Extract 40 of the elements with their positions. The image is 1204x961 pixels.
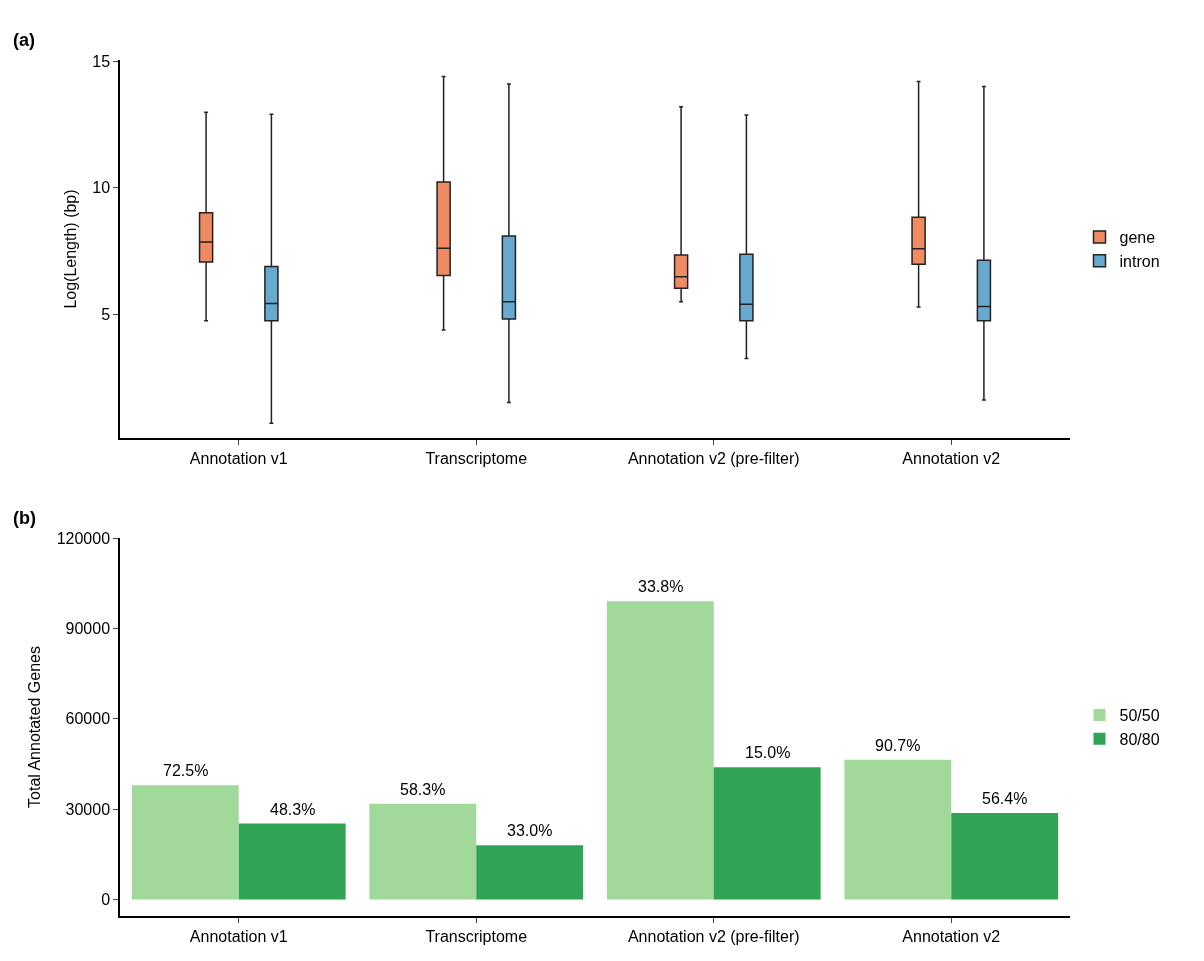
x-tick-label: Annotation v1: [189, 927, 288, 945]
x-tick-label: Transcriptome: [425, 927, 528, 945]
bar: [606, 601, 714, 900]
text: (b): [13, 508, 36, 528]
bar: [131, 785, 239, 900]
y-tick-label: 120000: [56, 529, 111, 547]
annotation: 33.8%: [638, 578, 684, 595]
legend-label: 80/80: [1119, 730, 1160, 748]
y-tick-label: 15: [92, 52, 111, 70]
y-axis-title: Total Annotated Genes: [26, 646, 44, 808]
y-axis-title: Log(Length) (bp): [61, 189, 79, 309]
y-tick-label: 0: [101, 891, 111, 909]
legend-label: intron: [1119, 252, 1160, 270]
annotation: 33.0%: [507, 822, 553, 839]
annotation: 58.3%: [400, 781, 446, 798]
annotation: 48.3%: [270, 801, 316, 818]
y-tick-label: 60000: [65, 710, 111, 728]
y-tick-label: 5: [101, 305, 111, 323]
legend-label: gene: [1119, 229, 1156, 247]
x-tick-label: Transcriptome: [425, 449, 528, 467]
bar: [951, 812, 1059, 900]
x-tick-label: Annotation v2 (pre-filter): [627, 449, 800, 467]
y-tick-label: 90000: [65, 619, 111, 637]
y-tick-label: 30000: [65, 800, 111, 818]
annotation: 56.4%: [982, 790, 1028, 807]
bar: [476, 845, 584, 900]
annotation: 90.7%: [875, 737, 921, 754]
text: (a): [13, 30, 35, 50]
legend-label: 50/50: [1119, 707, 1160, 725]
annotation: 15.0%: [745, 744, 791, 761]
x-tick-label: Annotation v1: [189, 449, 288, 467]
bar: [238, 823, 346, 900]
annotation: 72.5%: [163, 762, 209, 779]
bar: [713, 767, 821, 900]
x-tick-label: Annotation v2: [902, 927, 1001, 945]
bar: [844, 759, 952, 900]
x-tick-label: Annotation v2 (pre-filter): [627, 927, 800, 945]
x-tick-label: Annotation v2: [902, 449, 1001, 467]
bar: [369, 803, 477, 900]
y-tick-label: 10: [92, 179, 111, 197]
